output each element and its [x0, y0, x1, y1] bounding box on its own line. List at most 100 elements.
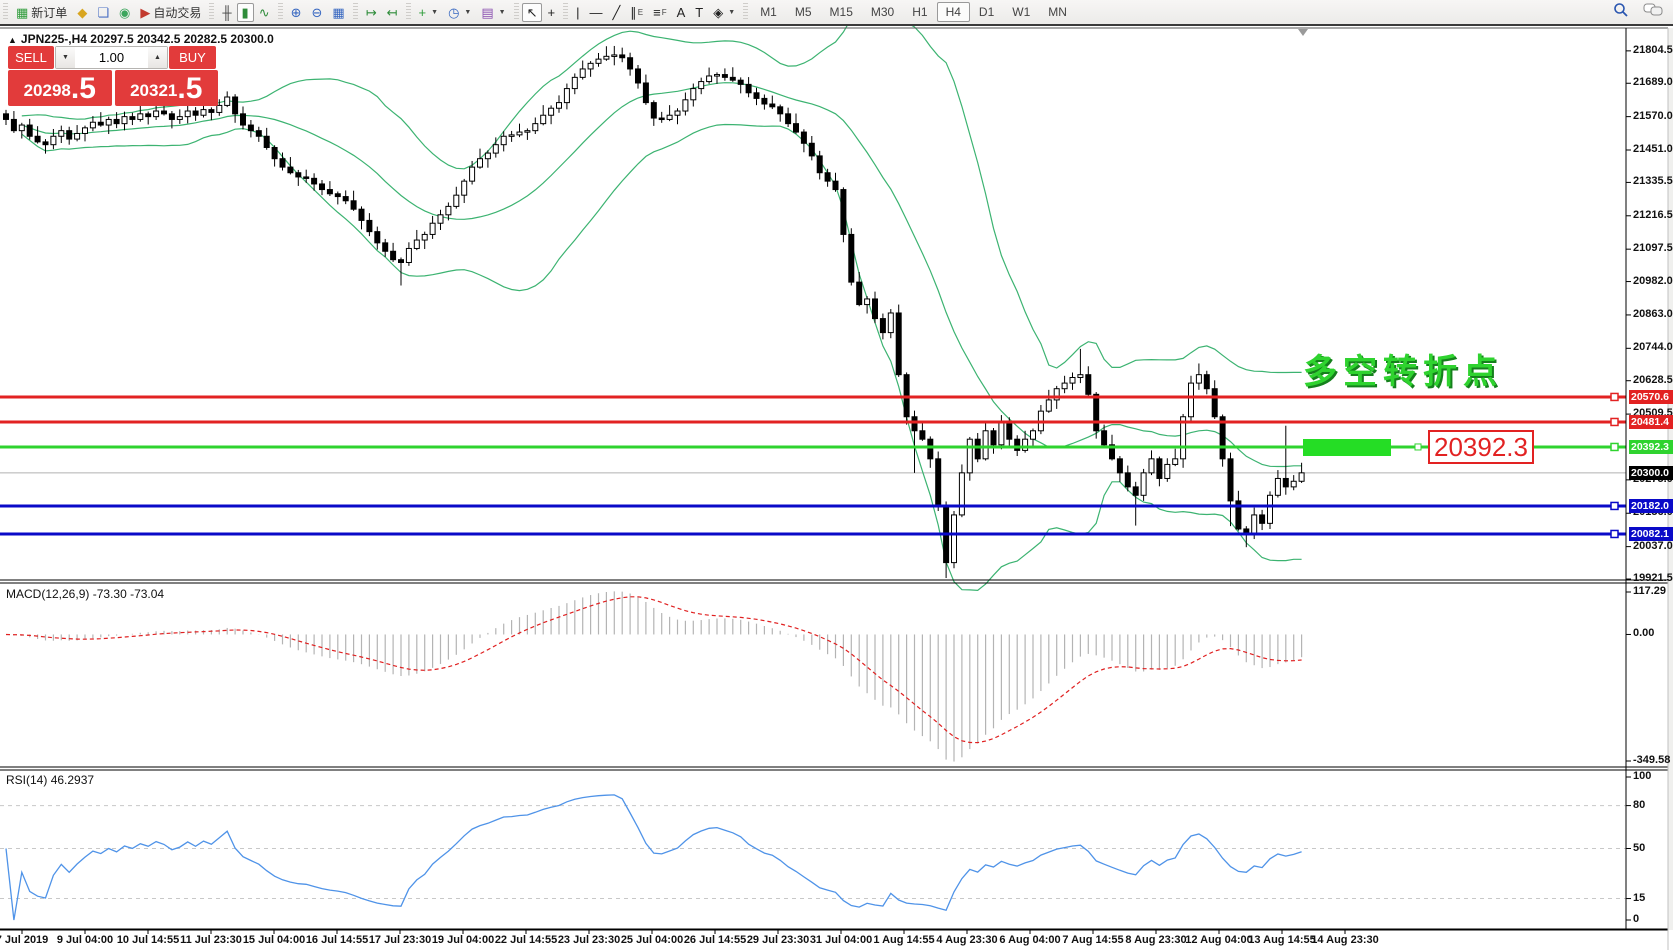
x-axis-tick: 17 Jul 23:30 — [368, 934, 432, 946]
line-chart-button[interactable]: ∿ — [254, 3, 275, 22]
trendline-button[interactable]: ╱ — [607, 3, 625, 22]
price-callout-box[interactable]: 20392.3 — [1428, 430, 1534, 464]
timeframe-button-h4[interactable]: H4 — [936, 2, 970, 22]
chart-shift-button[interactable]: ↤ — [382, 3, 403, 22]
toolbar: ▦ 新订单 ◆ ❏ ◉ ▶ 自动交易 ╫ ▮ ∿ ⊕ ⊖ ▦ ↦ ↤ + ▼ ◷ ▼ ▤ ▼ ↖ + | — ╱ ∥ E ≡ F A T ◈ ▼ M… — [0, 0, 1673, 26]
text-button[interactable]: A — [672, 3, 691, 22]
macd-indicator-label: MACD(12,26,9) -73.30 -73.04 — [6, 587, 165, 601]
vertical-line-icon: | — [576, 4, 580, 20]
toolbar-grip — [563, 3, 569, 21]
hline-handle[interactable] — [1610, 501, 1619, 511]
volume-input[interactable] — [75, 47, 148, 68]
search-icon[interactable] — [1613, 2, 1629, 23]
buy-price-display[interactable]: 20321 .5 — [114, 70, 218, 106]
signals-button[interactable]: ◉ — [114, 3, 135, 22]
price-line-tag: 20082.1 — [1629, 526, 1673, 541]
text-label-button[interactable]: T — [690, 3, 708, 22]
sell-price-display[interactable]: 20298 .5 — [8, 70, 112, 106]
templates-button[interactable]: ▤ ▼ — [476, 3, 510, 22]
rsi-line — [5, 794, 1302, 921]
chevron-down-icon: ▼ — [498, 8, 506, 16]
new-order-button[interactable]: ▦ 新订单 — [11, 1, 72, 24]
deposit-button[interactable]: ◆ — [72, 3, 92, 22]
profile-button[interactable]: ❏ — [92, 3, 114, 22]
x-axis-tick: 15 Jul 04:00 — [242, 934, 306, 946]
tile-windows-button[interactable]: ▦ — [327, 3, 349, 22]
rsi-axis-tick: 100 — [1633, 770, 1652, 782]
arrows-button[interactable]: ◈ ▼ — [708, 3, 740, 22]
text-icon: A — [676, 4, 686, 20]
auto-scroll-button[interactable]: ↦ — [361, 3, 382, 22]
chevron-down-icon: ▼ — [431, 8, 439, 16]
hline-handle[interactable] — [1610, 529, 1619, 539]
callout-anchor-handle[interactable] — [1414, 443, 1422, 451]
x-axis-tick: 16 Jul 14:55 — [305, 934, 369, 946]
timeframe-button-w1[interactable]: W1 — [1012, 5, 1031, 19]
one-click-trading-panel: SELL ▼ ▲ BUY 20298 .5 20321 .5 — [8, 46, 218, 106]
rsi-axis-tick: 50 — [1633, 841, 1646, 854]
macd-signal-line — [5, 596, 1302, 744]
buy-price-main: 20321 — [130, 81, 178, 100]
y-axis-tick: 21216.5 — [1633, 208, 1673, 221]
x-axis-tick: 12 Aug 04:00 — [1185, 934, 1253, 946]
timeframe-button-m15[interactable]: M15 — [829, 5, 853, 19]
volume-decrease-button[interactable]: ▼ — [56, 47, 75, 68]
templates-icon: ▤ — [481, 4, 494, 20]
trendline-icon: ╱ — [612, 4, 621, 20]
hline-handle[interactable] — [1610, 417, 1619, 427]
toolbar-grip — [277, 3, 283, 21]
vertical-line-button[interactable]: | — [571, 3, 584, 22]
one-click-collapse-icon[interactable]: ▲ — [8, 35, 17, 45]
sell-price-main: 20298 — [23, 81, 71, 100]
timeframe-button-m1[interactable]: M1 — [760, 5, 777, 19]
toolbar-grip — [352, 3, 358, 21]
autotrading-icon: ▶ — [140, 4, 151, 20]
toolbar-grip — [513, 3, 519, 21]
x-axis-tick: 9 Jul 04:00 — [56, 934, 114, 946]
y-axis-tick: 21689.0 — [1633, 76, 1673, 89]
toolbar-grip — [209, 3, 215, 21]
rsi-indicator-label: RSI(14) 46.2937 — [6, 773, 95, 787]
price-line-tag: 20392.3 — [1629, 439, 1673, 454]
timeframe-button-d1[interactable]: D1 — [978, 5, 995, 19]
fibonacci-button[interactable]: ≡ F — [648, 3, 671, 22]
channel-button[interactable]: ∥ E — [625, 3, 648, 22]
hline-handle[interactable] — [1610, 442, 1619, 452]
chat-icon[interactable] — [1643, 2, 1663, 23]
timeframe-button-m30[interactable]: M30 — [870, 5, 895, 19]
sell-button[interactable]: SELL — [8, 46, 54, 69]
timeframe-button-mn[interactable]: MN — [1048, 5, 1067, 19]
x-axis-tick: 23 Jul 23:30 — [557, 934, 621, 946]
buy-price-pip: .5 — [177, 72, 203, 105]
zoom-out-button[interactable]: ⊖ — [307, 3, 328, 22]
x-axis-tick: 7 Aug 14:55 — [1062, 934, 1124, 946]
timeframe-button-m5[interactable]: M5 — [794, 5, 812, 19]
volume-increase-button[interactable]: ▲ — [148, 47, 167, 68]
channel-icon-sub: E — [637, 7, 644, 17]
autotrading-label: 自动交易 — [153, 5, 202, 20]
cursor-button[interactable]: ↖ — [521, 2, 543, 22]
turning-point-annotation[interactable]: 多空转折点 — [1303, 353, 1503, 391]
zoom-out-icon: ⊖ — [311, 4, 323, 20]
y-axis-tick: 21451.0 — [1633, 143, 1673, 155]
autotrading-button[interactable]: ▶ 自动交易 — [135, 1, 206, 24]
chart-shift-marker-icon — [1298, 29, 1308, 36]
periods-button[interactable]: ◷ ▼ — [443, 3, 476, 22]
zoom-in-button[interactable]: ⊕ — [286, 3, 307, 22]
crosshair-button[interactable]: + — [542, 3, 560, 22]
indicators-button[interactable]: + ▼ — [414, 3, 444, 22]
bar-chart-button[interactable]: ╫ — [217, 3, 236, 22]
y-axis-tick: 20628.5 — [1633, 373, 1673, 386]
timeframe-button-h1[interactable]: H1 — [912, 5, 928, 19]
buy-button[interactable]: BUY — [169, 46, 216, 69]
horizontal-line-button[interactable]: — — [584, 3, 607, 22]
rsi-axis-tick: 15 — [1633, 891, 1646, 904]
hline-handle[interactable] — [1610, 392, 1619, 402]
candlestick-chart-button[interactable]: ▮ — [236, 2, 254, 22]
green-box-annotation[interactable] — [1303, 439, 1391, 456]
indicators-icon: + — [418, 4, 427, 20]
auto-scroll-icon: ↦ — [365, 4, 377, 20]
x-axis-tick: 22 Jul 14:55 — [494, 934, 558, 946]
